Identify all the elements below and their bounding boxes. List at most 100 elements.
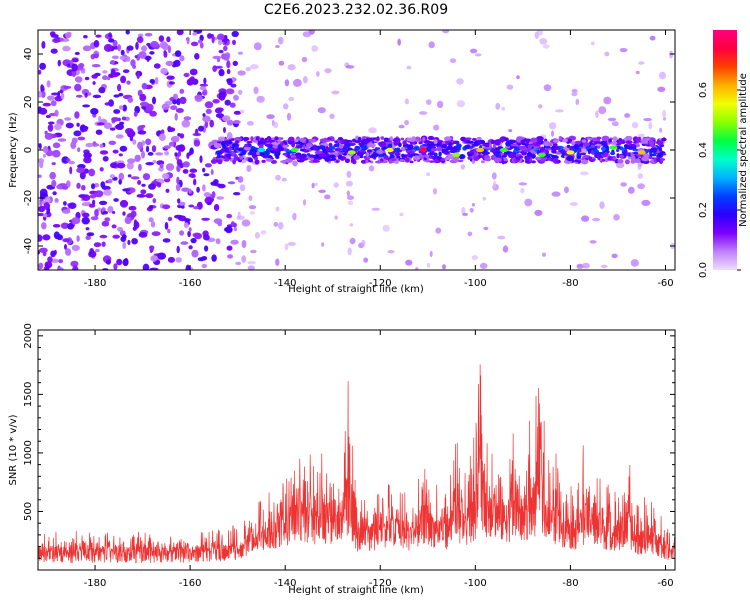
spectrogram-cell xyxy=(167,127,176,132)
spectrogram-cell xyxy=(45,114,52,119)
spectrogram-cell xyxy=(284,79,290,87)
spectrogram-cell xyxy=(273,121,279,129)
spectrogram-cell xyxy=(131,238,138,245)
spectrogram-cell xyxy=(542,252,546,257)
spectrogram-band-cell xyxy=(383,137,389,142)
spectrogram-band-cell xyxy=(628,143,636,147)
spectrogram-cell xyxy=(70,141,77,150)
spectrogram-cell xyxy=(118,153,123,157)
snr-panel: -180 -160 -140 -120 -100 -80 -60 500 1000 1500 20… xyxy=(8,323,676,596)
snr-y-label: SNR (10 * v/v) xyxy=(8,414,19,485)
spectrogram-cell xyxy=(382,224,390,232)
spectrogram-cell xyxy=(551,191,561,197)
spectrogram-cell xyxy=(137,33,144,38)
spectrogram-cell xyxy=(470,48,478,54)
spectrogram-cell xyxy=(149,79,156,84)
spectrogram-cell xyxy=(111,224,117,229)
spectrogram-cell xyxy=(176,30,184,36)
spectrogram-band-cell xyxy=(328,146,336,150)
spectrogram-band-cell xyxy=(590,144,595,148)
spectrogram-band-cell xyxy=(243,146,252,151)
spectrogram-cell xyxy=(141,45,147,52)
spectrogram-cell xyxy=(595,110,599,119)
spectrogram-cell xyxy=(237,176,244,183)
spectrogram-cell xyxy=(203,173,210,177)
spectrogram-cell xyxy=(249,64,259,70)
spectrogram-cell xyxy=(59,37,64,42)
spectrogram-band-cell xyxy=(232,159,236,165)
spectrogram-band-cell xyxy=(649,143,654,148)
spectrogram-cell xyxy=(159,41,168,49)
spectrogram-band-cell xyxy=(323,137,328,143)
spectrogram-cell xyxy=(76,122,80,127)
spectrogram-band-cell xyxy=(337,154,343,160)
spectrogram-band-cell xyxy=(511,153,515,158)
spectrogram-cell xyxy=(230,221,235,227)
spectrogram-band-cell xyxy=(451,147,456,151)
spectrogram-cell xyxy=(346,170,352,178)
spectrogram-cell xyxy=(163,145,171,150)
spectrogram-hot-spot xyxy=(290,147,299,153)
spectrogram-cell xyxy=(175,257,182,263)
spectrogram-cell xyxy=(147,152,154,156)
spectrogram-cell xyxy=(347,247,352,256)
spectrogram-cell xyxy=(113,94,120,98)
spectrogram-cell xyxy=(165,163,175,171)
spectrogram-cell xyxy=(102,156,109,162)
spectrogram-cell xyxy=(186,36,190,45)
spectrogram-cell xyxy=(482,196,486,201)
spectrogram-band-cell xyxy=(650,147,658,153)
spectrogram-cell xyxy=(233,120,241,124)
spectrogram-cell xyxy=(121,234,127,240)
spectrogram-cell xyxy=(65,248,72,256)
spectrogram-cell xyxy=(318,189,326,193)
spectrogram-cell xyxy=(179,88,185,94)
spectrogram-cell xyxy=(122,104,127,112)
spectrogram-band-cell xyxy=(503,157,508,162)
spectrogram-cell xyxy=(230,83,237,88)
spectrogram-cell xyxy=(538,104,543,109)
spectrogram-cell xyxy=(64,32,72,39)
spectrogram-cell xyxy=(68,202,77,209)
spectrogram-cell xyxy=(156,253,164,258)
spectrogram-band-cell xyxy=(581,139,587,143)
spectrogram-cell xyxy=(232,39,236,46)
spectrogram-cell xyxy=(176,159,183,166)
spectrogram-cell xyxy=(113,263,118,270)
spectrogram-band-cell xyxy=(291,142,295,148)
spectrogram-cell xyxy=(207,33,213,39)
spectrogram-band-cell xyxy=(561,152,565,157)
spectrogram-cell xyxy=(101,241,106,247)
spectrogram-cell xyxy=(212,55,222,60)
spectrogram-cell xyxy=(449,58,457,64)
spectrogram-cell xyxy=(116,258,123,266)
spectrogram-cell xyxy=(120,49,125,56)
spectrogram-cell xyxy=(54,123,62,131)
spectrogram-band-cell xyxy=(587,148,592,155)
spectrogram-band-cell xyxy=(345,139,351,143)
spectrogram-cell xyxy=(46,80,51,88)
spectrogram-band-cell xyxy=(552,143,558,146)
spectrogram-cell xyxy=(185,264,191,270)
spectrogram-cell xyxy=(442,30,450,34)
spectrogram-cell xyxy=(167,216,173,222)
spectrogram-cell xyxy=(152,160,157,164)
spectrogram-cell xyxy=(162,238,171,243)
spectrogram-cell xyxy=(122,69,130,74)
spectrogram-cell xyxy=(331,90,340,95)
spectrogram-cell xyxy=(99,167,104,172)
spectrogram-cell xyxy=(128,205,137,211)
spectrogram-cell xyxy=(39,201,43,207)
spectrogram-band-cell xyxy=(484,157,491,162)
spectrogram-cell xyxy=(122,211,126,216)
colorbar-tick-label: 0.6 xyxy=(698,82,709,98)
spectrogram-cell xyxy=(216,33,225,41)
spectrogram-cell xyxy=(555,109,564,113)
spectrogram-cell xyxy=(483,226,489,231)
spectrogram-band-cell xyxy=(610,151,616,156)
spectrogram-cell xyxy=(110,162,118,169)
colorbar-gradient xyxy=(713,30,737,270)
spectrogram-band-cell xyxy=(398,142,402,148)
spectrogram-cell xyxy=(233,192,241,196)
